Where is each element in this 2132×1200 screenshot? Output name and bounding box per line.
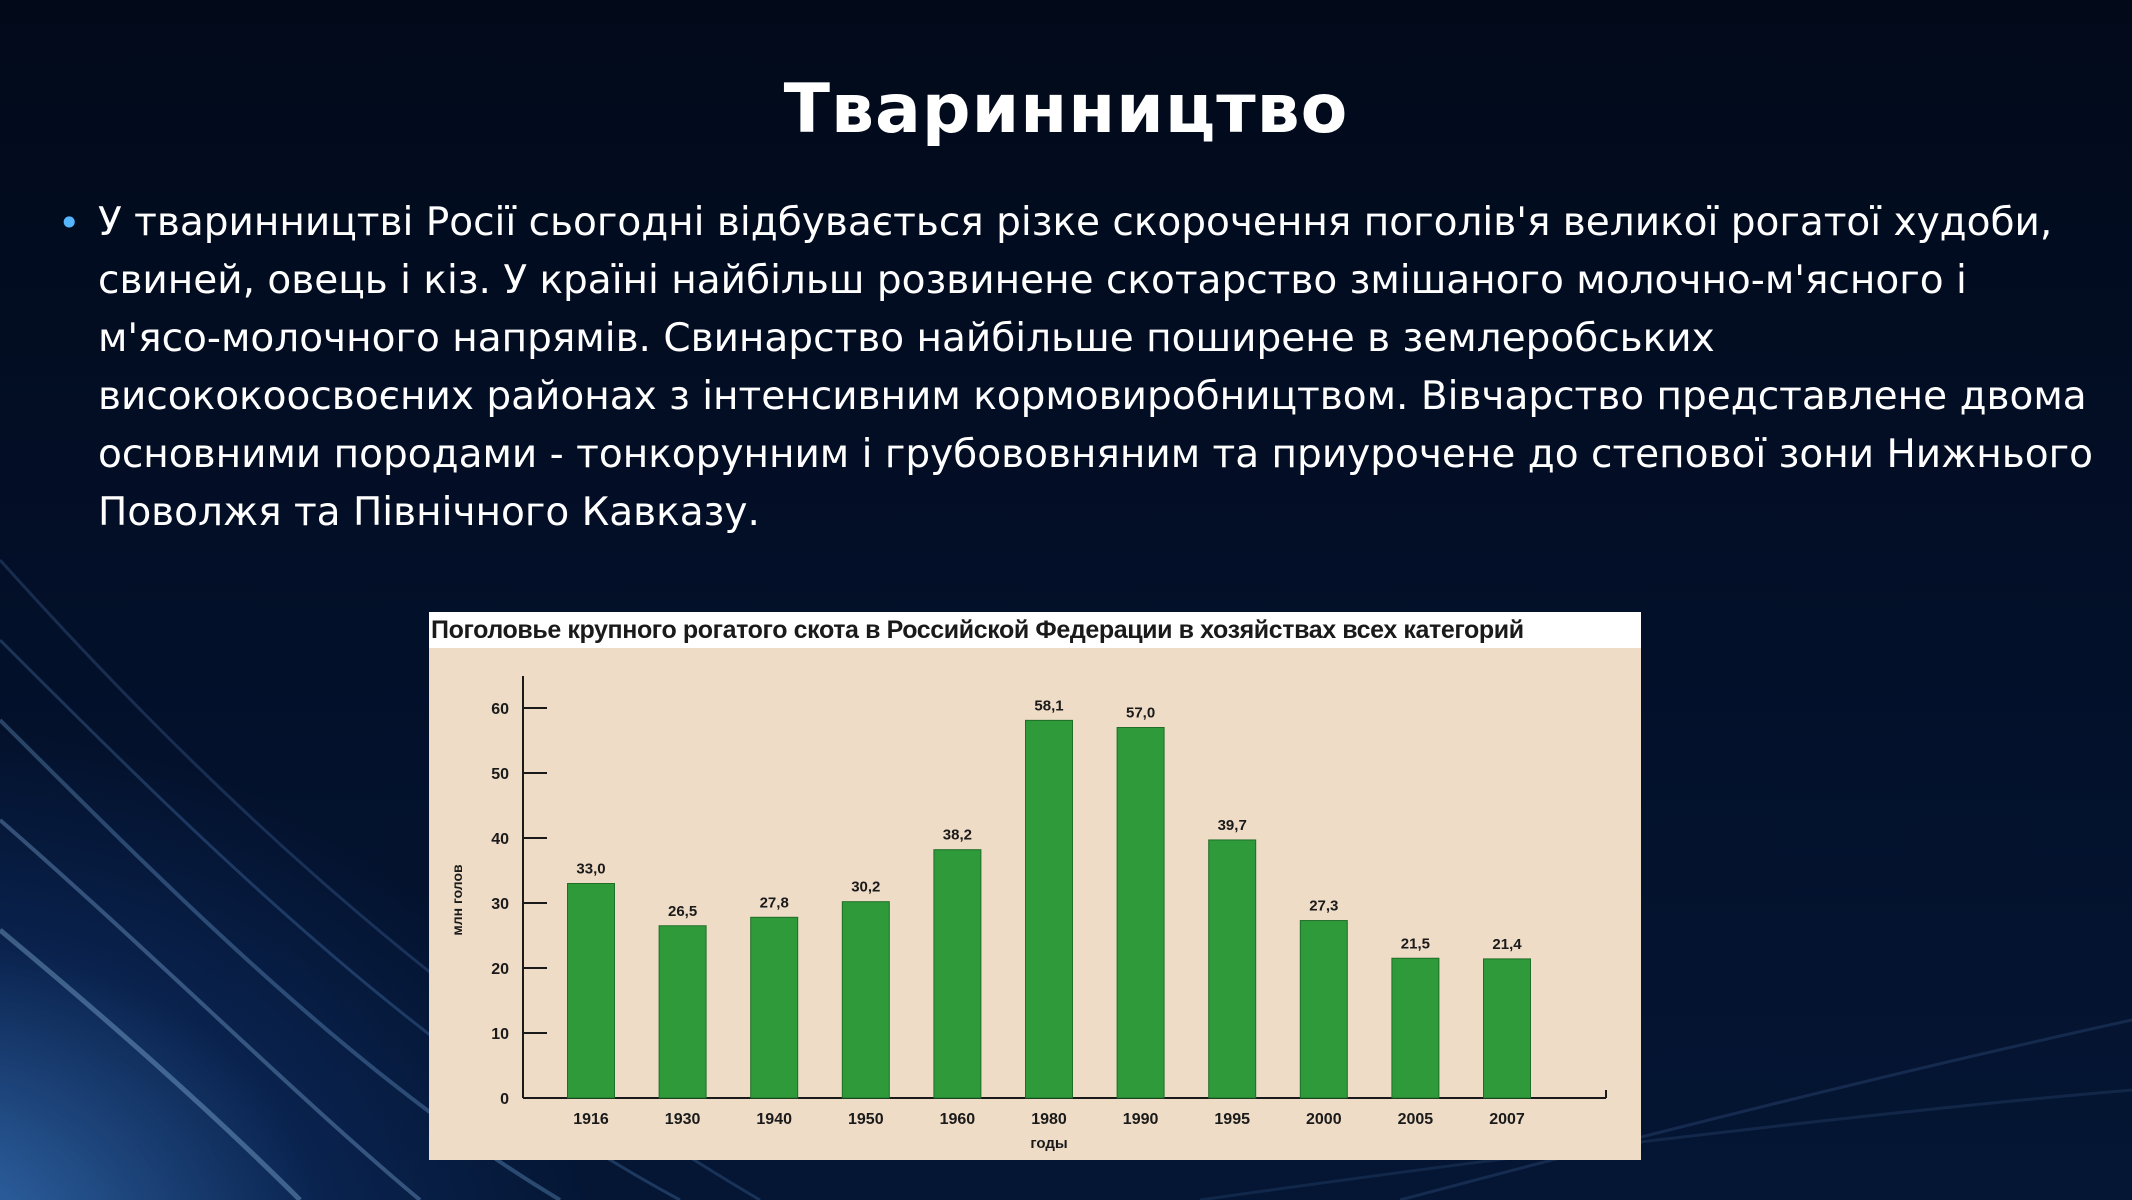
bar-value-label: 21,4	[1492, 936, 1522, 953]
bar-2000	[1299, 920, 1348, 1099]
y-tick-label: 20	[491, 961, 509, 978]
y-tick-label: 60	[491, 701, 509, 718]
bar-value-label: 33,0	[576, 861, 605, 878]
cattle-bar-chart: Поголовье крупного рогатого скота в Росс…	[429, 612, 1641, 1160]
y-tick-label: 0	[500, 1091, 509, 1108]
y-tick-label: 50	[491, 766, 509, 783]
bar-1960	[933, 849, 982, 1099]
x-axis-label: годы	[1030, 1135, 1067, 1152]
chart-plot: 0 10 20 30 40 50 60 млн голов 33,0 1916 26,5 1930 27…	[449, 676, 1607, 1152]
x-tick-label: 1980	[1031, 1111, 1067, 1128]
bar-1990	[1116, 727, 1165, 1099]
bar-2005	[1391, 957, 1440, 1099]
y-axis-label: млн голов	[449, 864, 465, 936]
bar-value-label: 58,1	[1034, 697, 1063, 714]
bar-1980	[1025, 719, 1073, 1099]
bar-value-label: 27,8	[760, 894, 789, 911]
y-tick-label: 30	[491, 896, 509, 913]
bar-1950	[841, 901, 890, 1099]
bar-1940	[750, 916, 799, 1099]
bar-value-label: 57,0	[1126, 705, 1155, 722]
x-tick-label: 1990	[1123, 1111, 1159, 1128]
slide-title: Тваринництво	[783, 70, 1349, 149]
x-tick-label: 1960	[940, 1111, 976, 1128]
bar-2007	[1483, 958, 1531, 1099]
bar-1916	[567, 883, 615, 1099]
bar-value-label: 38,2	[943, 827, 972, 844]
x-tick-label: 2005	[1398, 1111, 1434, 1128]
x-tick-label: 1995	[1214, 1111, 1250, 1128]
bar-1995	[1208, 839, 1257, 1099]
x-tick-label: 1930	[665, 1111, 701, 1128]
bar-1930	[658, 925, 707, 1099]
bullet-icon: •	[58, 201, 81, 245]
slide-body: • У тваринництві Росії сьогодні відбуває…	[58, 194, 2098, 542]
bar-value-label: 39,7	[1218, 817, 1247, 834]
y-tick-label: 10	[491, 1026, 509, 1043]
x-tick-label: 1940	[756, 1111, 792, 1128]
x-tick-label: 2007	[1489, 1111, 1525, 1128]
x-tick-label: 1916	[573, 1111, 609, 1128]
bar-value-label: 21,5	[1401, 935, 1430, 952]
body-paragraph: У тваринництві Росії сьогодні відбуваєть…	[98, 200, 2093, 535]
x-tick-label: 1950	[848, 1111, 884, 1128]
bar-value-label: 26,5	[668, 903, 697, 920]
y-tick-label: 40	[491, 831, 509, 848]
x-tick-label: 2000	[1306, 1111, 1342, 1128]
bar-value-label: 27,3	[1309, 898, 1338, 915]
chart-title: Поголовье крупного рогатого скота в Росс…	[429, 612, 1641, 648]
bar-value-label: 30,2	[851, 879, 880, 896]
